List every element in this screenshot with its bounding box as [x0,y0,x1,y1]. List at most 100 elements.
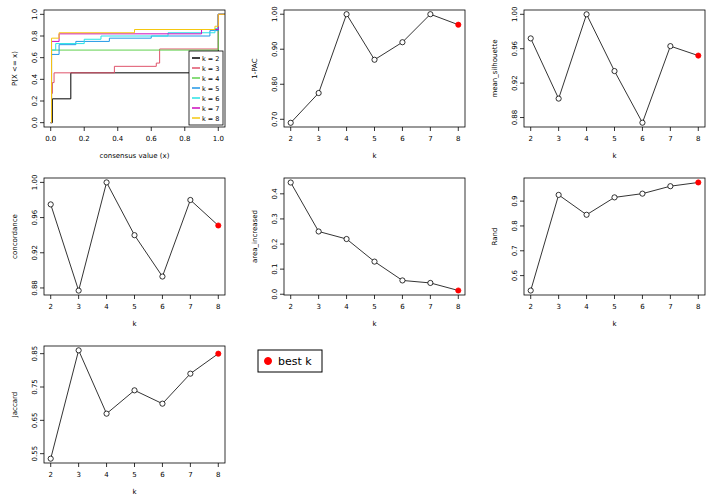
x-tick-label: 0.4 [112,135,124,143]
x-tick [162,463,163,467]
y-tick-label: 1.00 [511,7,519,23]
x-tick [50,463,51,467]
point [640,120,645,125]
plot-frame [44,178,225,295]
x-tick [402,295,403,299]
y-tick-label: 1.00 [271,6,279,22]
legend-label: k = 3 [202,65,219,73]
y-tick-label: 0.92 [31,245,39,261]
x-tick-label: 4 [344,135,349,143]
x-tick-label: 5 [612,135,616,143]
y-tick-label: 0.55 [31,446,39,462]
point [48,456,53,461]
x-tick-label: 7 [188,471,192,479]
y-axis-label: mean_silhouette [491,39,499,97]
x-tick [670,295,671,299]
x-tick-label: 6 [160,471,165,479]
y-tick [40,79,44,80]
background [0,0,720,504]
plot-data [48,348,221,462]
x-tick [134,463,135,467]
x-tick [530,127,531,131]
point [160,274,165,279]
legend-label: best k [278,355,312,368]
plot-data [288,12,461,126]
y-tick-label: 0.3 [271,213,279,224]
x-tick-label: 8 [456,303,460,311]
y-tick-label: 0.90 [271,41,279,57]
x-tick-label: 2 [528,135,532,143]
x-tick [558,295,559,299]
x-tick [614,295,615,299]
y-tick-label: 0.4 [271,188,279,200]
point [372,57,377,62]
y-tick [520,117,524,118]
x-tick [346,127,347,131]
y-tick-label: 0.65 [31,413,39,429]
plot-frame [524,178,705,295]
x-tick [218,127,219,131]
x-tick-label: 6 [640,135,645,143]
y-tick-label: 0.80 [271,76,279,92]
panel: 23456780.880.920.961.00kconcordance [11,175,225,328]
point [344,236,349,241]
x-tick [558,127,559,131]
plot-frame [524,10,705,127]
point [104,180,109,185]
y-tick-label: 0.96 [31,209,39,225]
x-tick [458,295,459,299]
y-tick [40,252,44,253]
x-tick-label: 4 [104,471,109,479]
x-tick [346,295,347,299]
y-axis-label: concordance [11,214,19,259]
x-tick-label: 5 [372,303,376,311]
y-tick [520,250,524,251]
x-tick [374,295,375,299]
x-tick-label: 7 [428,135,432,143]
y-tick-label: 0.7 [511,245,519,256]
y-tick-label: 0.9 [511,196,519,207]
y-tick-label: 0.8 [511,220,519,231]
legend-label: k = 5 [202,85,219,93]
x-tick-label: 3 [76,303,80,311]
x-tick [106,295,107,299]
x-tick-label: 8 [696,303,700,311]
x-tick-label: 4 [104,303,109,311]
x-tick [698,295,699,299]
x-axis-label: consensus value (x) [100,152,170,160]
y-axis-label: 1-PAC [251,58,259,78]
point [668,44,673,49]
x-tick-label: 5 [132,303,136,311]
x-tick [642,295,643,299]
y-tick [40,57,44,58]
x-tick [218,295,219,299]
y-tick-label: 0.96 [511,40,519,56]
y-tick-label: 0.85 [31,346,39,362]
legend-swatch [192,57,200,59]
x-tick [318,295,319,299]
y-tick [280,84,284,85]
legend-swatch [192,67,200,69]
figure: 0.00.20.40.60.81.00.00.20.40.60.81.0cons… [0,0,720,504]
x-tick-label: 0.6 [146,135,158,143]
x-tick-label: 6 [400,135,405,143]
point [612,68,617,73]
point [428,280,433,285]
point [612,195,617,200]
y-axis-label: Jaccard [11,392,19,419]
plot-data [48,180,221,293]
x-axis-label: k [372,320,377,328]
y-tick [280,14,284,15]
x-tick [78,463,79,467]
legend-marker [265,358,272,365]
panel: best k [258,350,322,372]
x-tick-label: 2 [48,303,52,311]
point [344,12,349,17]
y-tick-label: 0.2 [271,238,279,249]
x-tick [318,127,319,131]
y-tick [520,275,524,276]
panel: 23456780.00.10.20.30.4karea_increased [251,178,465,328]
y-tick [40,453,44,454]
x-tick [698,127,699,131]
y-tick [520,83,524,84]
